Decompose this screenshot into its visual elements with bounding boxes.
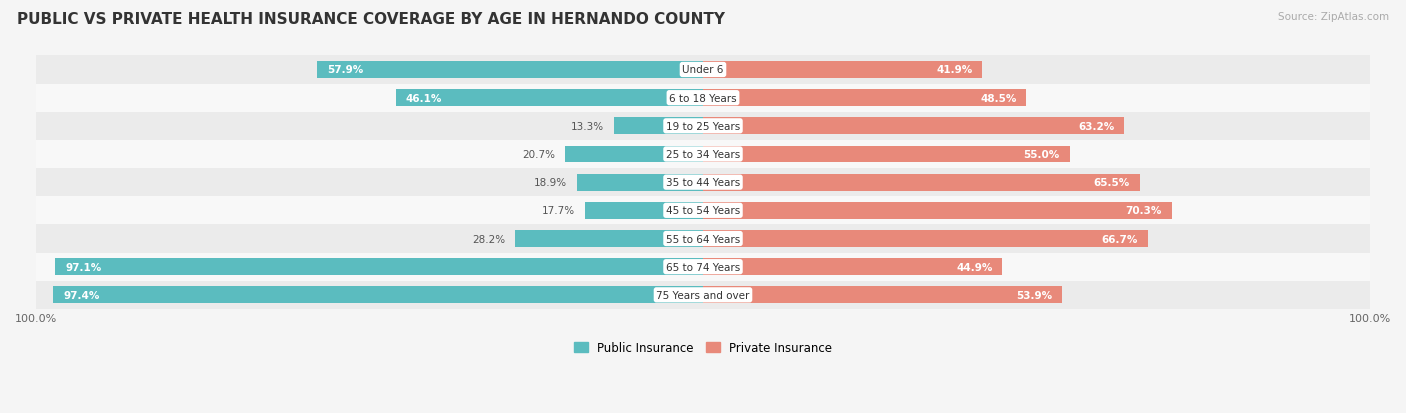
Bar [703,62,983,79]
Text: 48.5%: 48.5% [980,93,1017,103]
Text: PUBLIC VS PRIVATE HEALTH INSURANCE COVERAGE BY AGE IN HERNANDO COUNTY: PUBLIC VS PRIVATE HEALTH INSURANCE COVER… [17,12,725,27]
Text: 97.4%: 97.4% [63,290,100,300]
Text: 70.3%: 70.3% [1125,206,1161,216]
Bar [565,146,703,163]
Text: 46.1%: 46.1% [405,93,441,103]
Bar [37,253,1369,281]
Bar [703,90,1026,107]
Text: 19 to 25 Years: 19 to 25 Years [666,121,740,131]
Text: 65 to 74 Years: 65 to 74 Years [666,262,740,272]
Text: Under 6: Under 6 [682,65,724,75]
Text: 45 to 54 Years: 45 to 54 Years [666,206,740,216]
Bar [585,202,703,219]
Bar [316,62,703,79]
Text: 63.2%: 63.2% [1078,121,1115,131]
Bar [703,118,1125,135]
Text: 41.9%: 41.9% [936,65,973,75]
Legend: Public Insurance, Private Insurance: Public Insurance, Private Insurance [569,337,837,359]
Bar [703,174,1140,191]
Text: 17.7%: 17.7% [541,206,575,216]
Bar [37,112,1369,140]
Bar [576,174,703,191]
Bar [703,287,1063,304]
Bar [37,197,1369,225]
Bar [703,230,1147,247]
Bar [703,202,1171,219]
Text: 28.2%: 28.2% [472,234,505,244]
Bar [37,281,1369,309]
Bar [53,287,703,304]
Bar [55,259,703,275]
Bar [37,84,1369,112]
Bar [37,56,1369,84]
Bar [37,140,1369,169]
Text: 97.1%: 97.1% [66,262,101,272]
Text: 57.9%: 57.9% [326,65,363,75]
Text: 13.3%: 13.3% [571,121,605,131]
Text: 65.5%: 65.5% [1094,178,1130,188]
Bar [37,169,1369,197]
Text: 55 to 64 Years: 55 to 64 Years [666,234,740,244]
Bar [37,225,1369,253]
Text: 55.0%: 55.0% [1024,150,1060,159]
Bar [703,146,1070,163]
Bar [515,230,703,247]
Text: 75 Years and over: 75 Years and over [657,290,749,300]
Bar [395,90,703,107]
Text: 53.9%: 53.9% [1017,290,1053,300]
Bar [703,259,1002,275]
Text: 44.9%: 44.9% [956,262,993,272]
Text: Source: ZipAtlas.com: Source: ZipAtlas.com [1278,12,1389,22]
Text: 20.7%: 20.7% [522,150,555,159]
Text: 35 to 44 Years: 35 to 44 Years [666,178,740,188]
Text: 25 to 34 Years: 25 to 34 Years [666,150,740,159]
Text: 6 to 18 Years: 6 to 18 Years [669,93,737,103]
Text: 66.7%: 66.7% [1101,234,1137,244]
Bar [614,118,703,135]
Text: 18.9%: 18.9% [534,178,567,188]
